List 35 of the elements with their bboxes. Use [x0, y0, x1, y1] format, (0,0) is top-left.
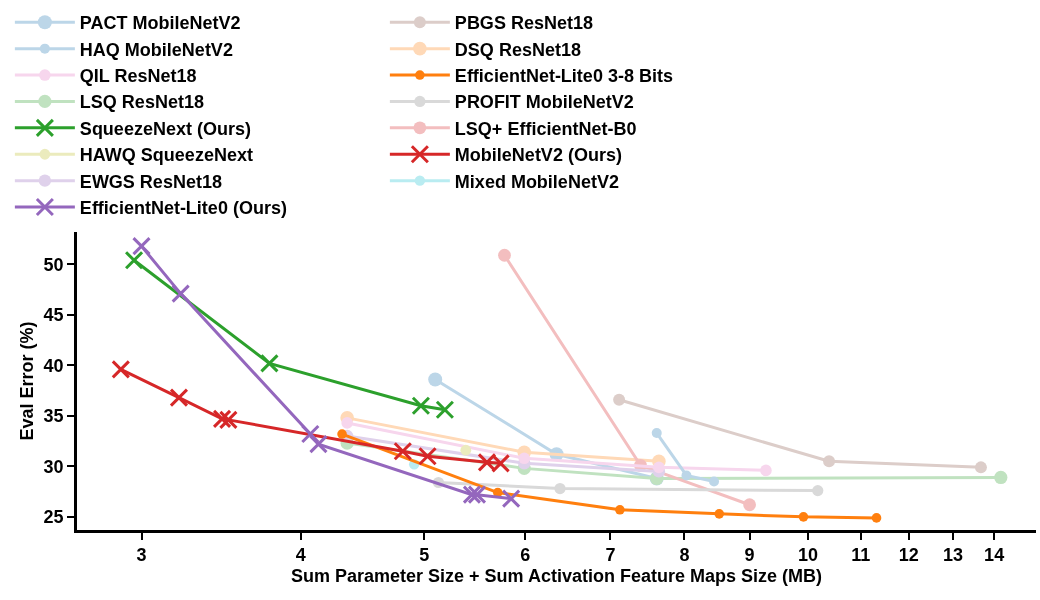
x-tick-label: 13 [943, 545, 964, 566]
legend-label: QIL ResNet18 [79, 66, 197, 87]
y-tick-label: 45 [43, 305, 64, 326]
x-tick-label: 8 [679, 545, 690, 566]
legend-label: EWGS ResNet18 [79, 171, 222, 192]
x-tick-label: 5 [419, 545, 430, 566]
x-tick-label: 14 [984, 545, 1005, 566]
y-tick-label: 35 [43, 406, 64, 427]
x-tick-label: 9 [744, 545, 755, 566]
x-tick-label: 10 [797, 545, 818, 566]
legend-label: DSQ ResNet18 [454, 39, 581, 60]
legend-label: EfficientNet-Lite0 (Ours) [79, 198, 287, 219]
y-tick-label: 25 [43, 507, 64, 528]
x-tick-label: 7 [605, 545, 616, 566]
y-tick-label: 40 [43, 355, 64, 376]
x-axis-title: Sum Parameter Size + Sum Activation Feature Maps Size (MB) [291, 566, 822, 587]
x-tick-label: 11 [851, 545, 871, 566]
legend-label: HAQ MobileNetV2 [79, 39, 233, 60]
legend-label: PBGS ResNet18 [454, 13, 593, 34]
legend-label: MobileNetV2 (Ours) [454, 145, 622, 166]
legend-label: PROFIT MobileNetV2 [454, 92, 634, 113]
y-tick-label: 30 [43, 456, 64, 477]
legend-label: LSQ ResNet18 [79, 92, 204, 113]
x-tick-label: 3 [136, 545, 147, 566]
legend-label: SqueezeNext (Ours) [79, 118, 251, 139]
legend-label: EfficientNet-Lite0 3-8 Bits [454, 66, 673, 87]
x-tick-label: 12 [898, 545, 919, 566]
y-axis-title: Eval Error (%) [16, 321, 37, 441]
legend-label: HAWQ SqueezeNext [79, 145, 253, 166]
legend-label: LSQ+ EfficientNet-B0 [454, 118, 637, 139]
legend-label: Mixed MobileNetV2 [454, 171, 619, 192]
x-tick-label: 4 [295, 545, 306, 566]
x-tick-label: 6 [520, 545, 531, 566]
y-tick-label: 50 [43, 254, 64, 275]
legend-label: PACT MobileNetV2 [79, 13, 241, 34]
